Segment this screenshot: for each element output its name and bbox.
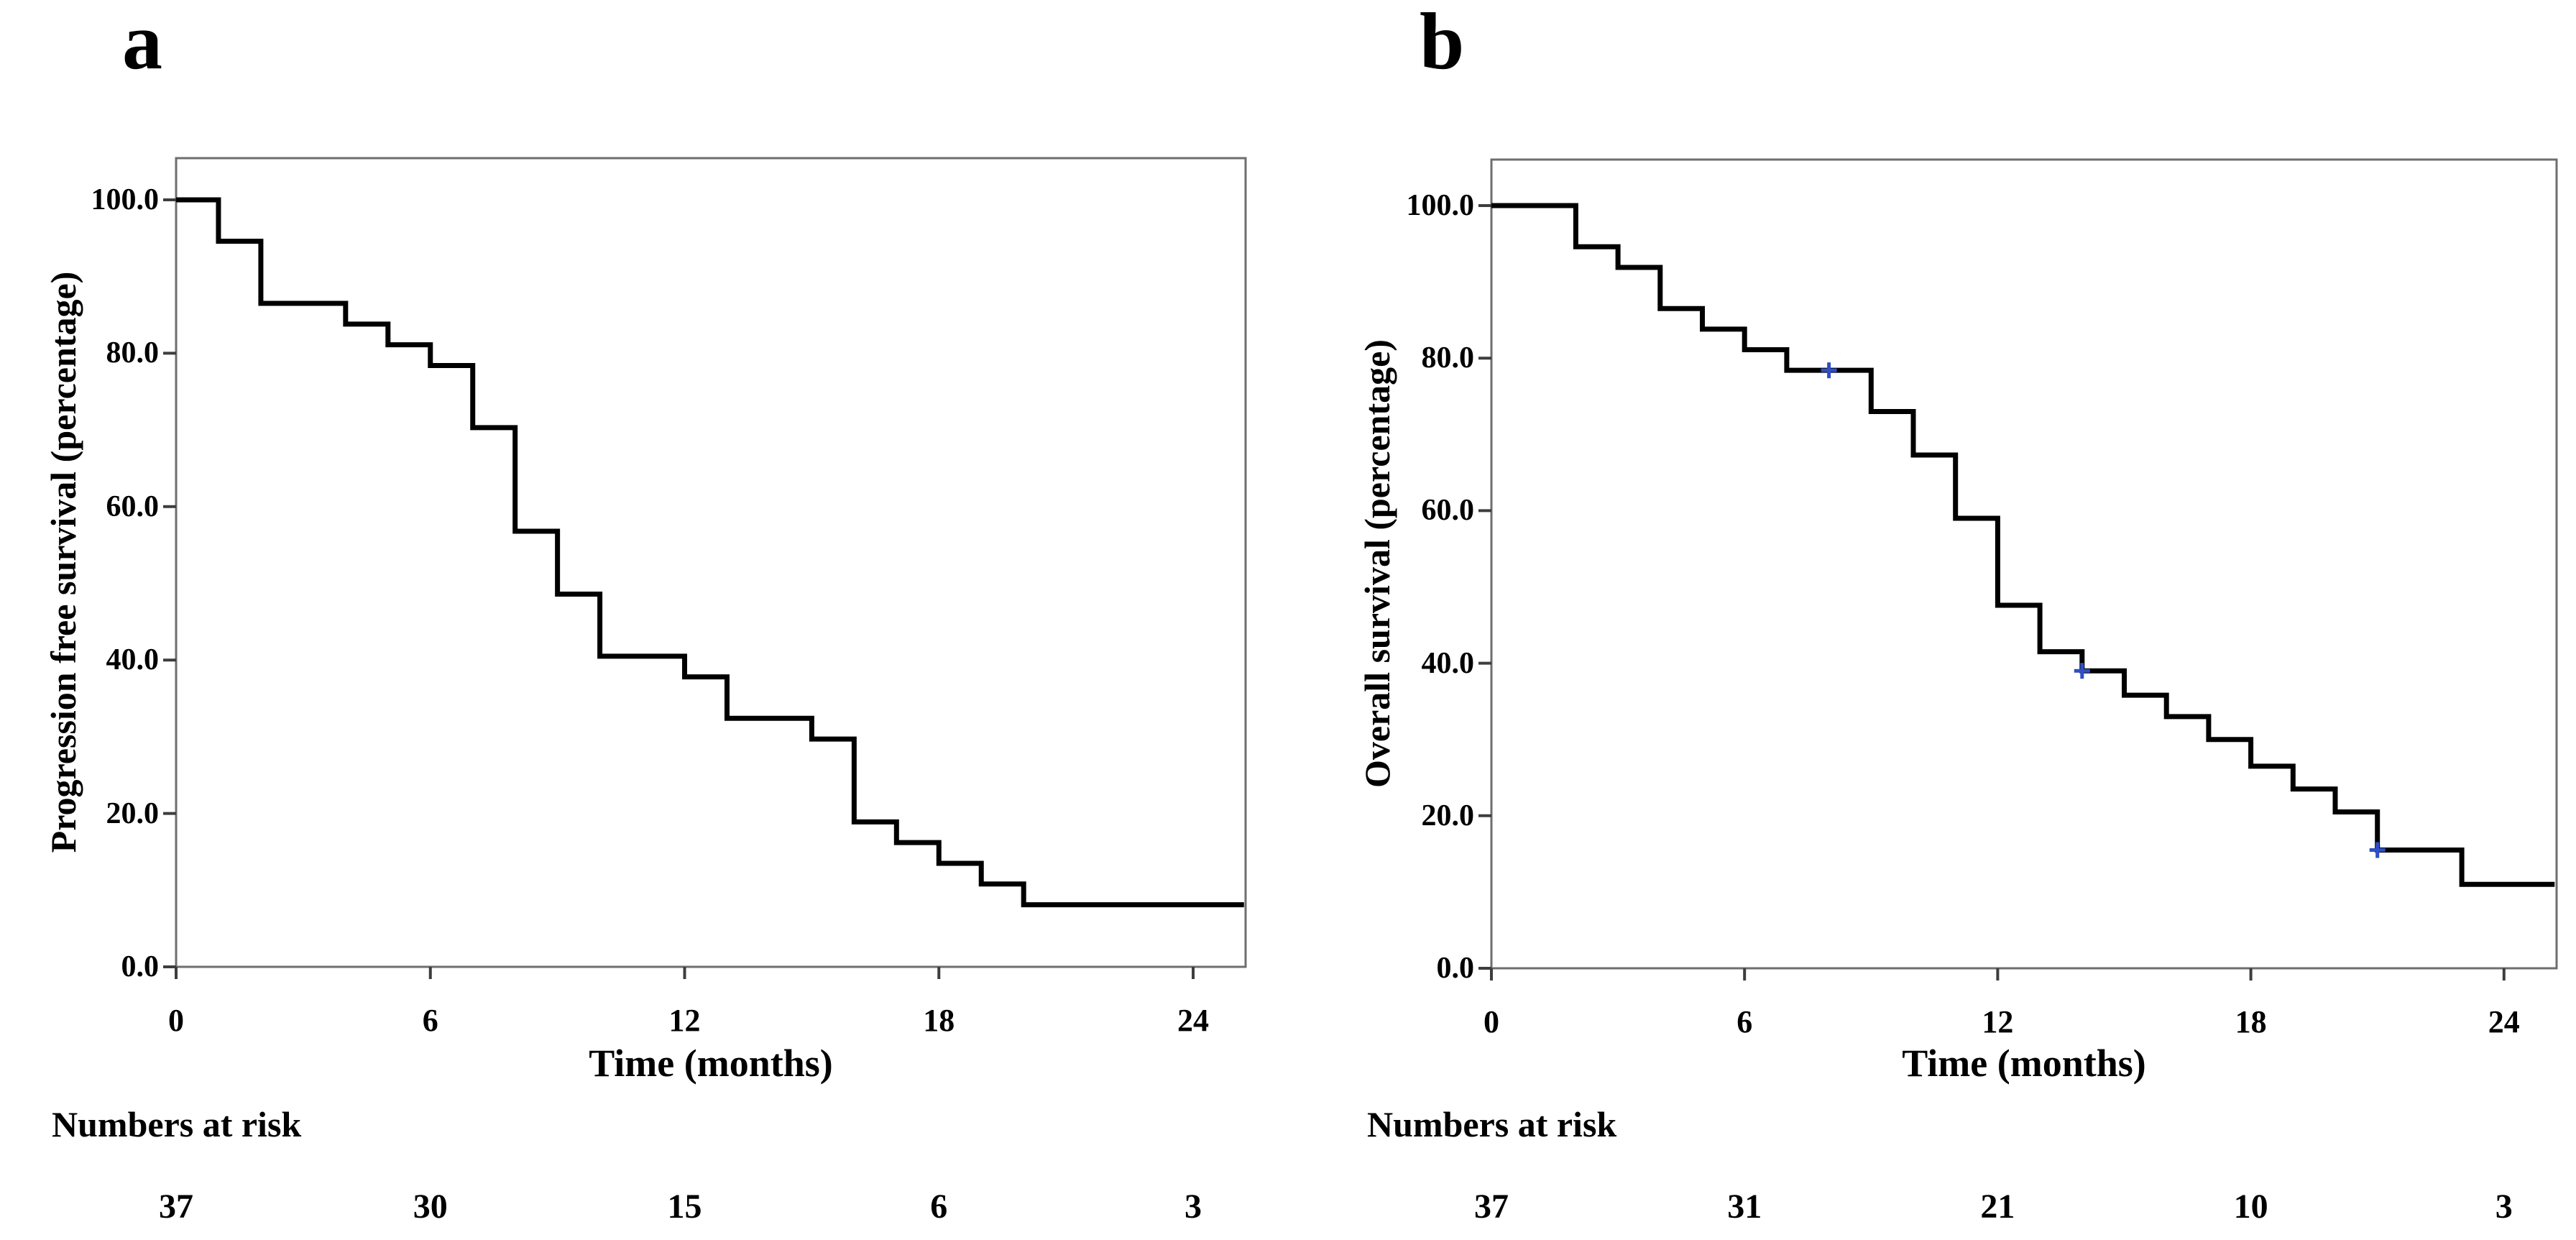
panel-b-y-axis-title: Overall survival (percentage)	[1357, 339, 1397, 788]
numbers-at-risk-value-b: 37	[1474, 1188, 1509, 1226]
x-tick-label-b: 0	[1484, 1004, 1499, 1039]
panel-a-x-axis-title: Time (months)	[589, 1042, 833, 1085]
numbers-at-risk-value-b: 10	[2233, 1188, 2268, 1226]
numbers-at-risk-value-a: 3	[1184, 1188, 1202, 1226]
censor-mark-b	[2074, 663, 2090, 679]
numbers-at-risk-value-a: 6	[930, 1188, 948, 1226]
plot-box-a	[175, 157, 1247, 968]
panel-b-letter: b	[1420, 0, 1465, 86]
y-tick-label-b: 80.0	[1421, 341, 1475, 375]
censor-mark-b	[2369, 842, 2386, 858]
x-tick-label-b: 6	[1736, 1004, 1753, 1039]
x-tick-label-b: 12	[1982, 1004, 2014, 1039]
survival-curve-b	[1491, 203, 2555, 887]
y-tick-label-a: 0.0	[121, 950, 160, 983]
x-tick-label-a: 12	[668, 1003, 701, 1038]
x-tick-label-a: 18	[923, 1003, 955, 1038]
x-tick-label-a: 24	[1177, 1003, 1210, 1038]
x-tick-label-b: 24	[2488, 1004, 2520, 1039]
numbers-at-risk-value-b: 3	[2495, 1188, 2513, 1226]
panel-b-numbers-at-risk-label: Numbers at risk	[1367, 1104, 1617, 1144]
panel-b-x-axis-title: Time (months)	[1902, 1042, 2146, 1085]
y-tick-label-b: 20.0	[1421, 799, 1475, 832]
plot-box-b	[1490, 158, 2558, 970]
numbers-at-risk-value-b: 31	[1727, 1188, 1762, 1226]
censor-mark-b	[1821, 362, 1837, 379]
y-tick-label-b: 60.0	[1421, 494, 1475, 528]
numbers-at-risk-value-b: 21	[1980, 1188, 2015, 1226]
numbers-at-risk-value-a: 15	[667, 1188, 702, 1226]
y-tick-label-b: 40.0	[1421, 646, 1475, 680]
x-tick-label-a: 0	[168, 1003, 184, 1038]
x-tick-label-b: 18	[2235, 1004, 2267, 1039]
y-tick-label-a: 80.0	[106, 336, 160, 370]
y-tick-label-a: 40.0	[106, 643, 160, 677]
numbers-at-risk-value-a: 30	[413, 1188, 448, 1226]
panel-a-letter: a	[122, 0, 162, 86]
y-tick-label-b: 0.0	[1436, 952, 1475, 985]
y-tick-label-a: 100.0	[91, 183, 160, 216]
y-tick-label-a: 60.0	[106, 490, 160, 523]
numbers-at-risk-value-a: 37	[159, 1188, 193, 1226]
survival-curve-a	[176, 197, 1244, 908]
x-tick-label-a: 6	[422, 1003, 438, 1038]
y-tick-label-a: 20.0	[106, 796, 160, 830]
y-tick-label-b: 100.0	[1406, 189, 1475, 222]
panel-a-numbers-at-risk-label: Numbers at risk	[52, 1104, 302, 1144]
